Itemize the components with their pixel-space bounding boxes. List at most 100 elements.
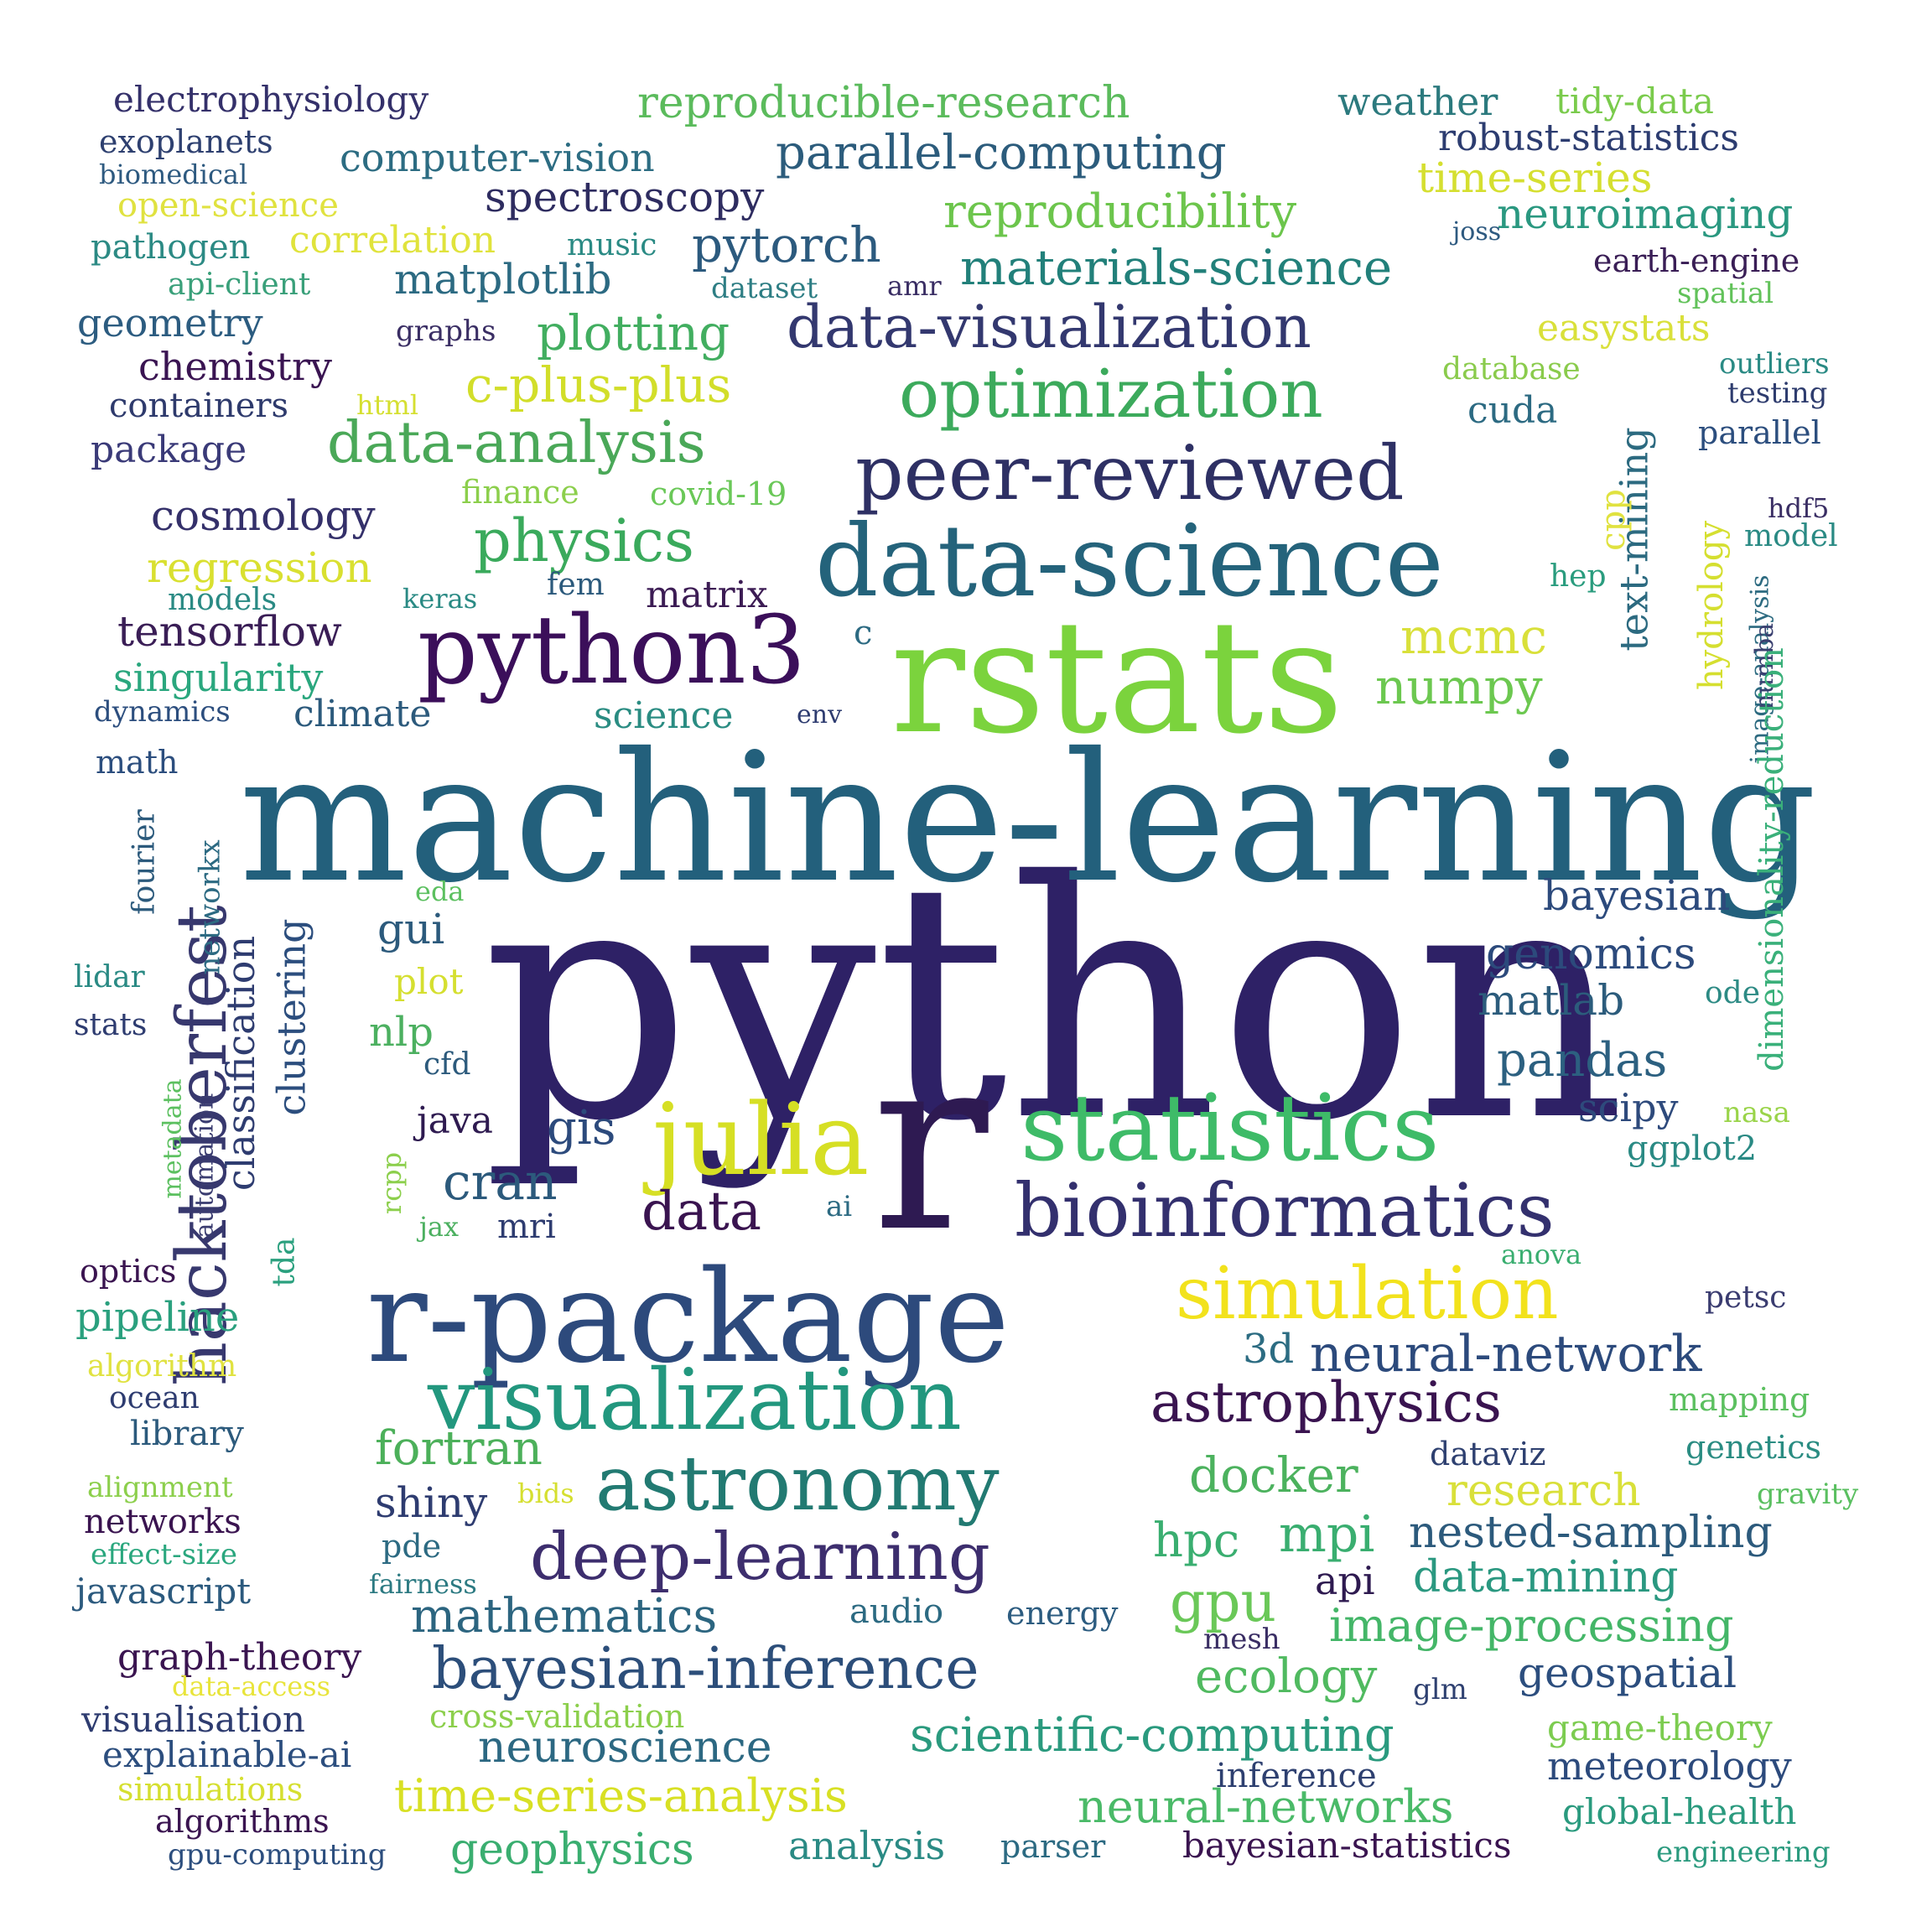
word: networkx [193,839,227,975]
word: parser [1000,1828,1106,1865]
word: javascript [75,1571,252,1612]
word: nested-sampling [1409,1508,1773,1558]
word: java [417,1099,493,1142]
word: lidar [74,960,145,995]
word: nasa [1723,1096,1790,1130]
word: energy [1006,1595,1119,1632]
word: deep-learning [530,1519,990,1595]
word: reproducibility [943,184,1297,239]
word: pytorch [692,216,881,273]
word: meteorology [1547,1743,1792,1789]
word: tidy-data [1555,80,1714,122]
word: hdf5 [1768,492,1830,524]
word: dynamics [94,695,231,729]
word: stats [74,1008,148,1042]
word: pandas [1497,1033,1668,1088]
word: scipy [1578,1085,1679,1130]
word: cross-validation [429,1698,685,1735]
word: finance [461,474,579,511]
word: pathogen [91,228,251,267]
word: regression [147,543,372,592]
word: package [91,428,247,471]
word: python3 [418,596,806,705]
word: c [854,614,873,652]
word: robust-statistics [1438,117,1739,159]
word: covid-19 [650,475,787,512]
word: neural-network [1310,1325,1702,1384]
word: alignment [87,1471,233,1504]
word: audio [849,1592,944,1631]
word: plotting [537,304,730,361]
word: biomedical [99,158,248,190]
word: matlab [1478,976,1625,1025]
word: data-analysis [327,410,706,476]
word: data-science [815,503,1444,619]
word: cuda [1467,389,1558,432]
word: mri [497,1208,556,1246]
word: visualization [428,1351,962,1449]
word: parallel-computing [776,126,1227,180]
word: bayesian [1543,871,1731,920]
word: fairness [369,1568,477,1600]
word: geospatial [1518,1649,1737,1697]
word: scientific-computing [910,1708,1394,1763]
word: mathematics [411,1589,718,1644]
word: ocean [109,1381,200,1415]
word: correlation [289,219,496,262]
word: physics [474,506,694,575]
word: dataviz [1430,1436,1546,1472]
word: simulations [117,1771,304,1808]
word: containers [109,387,289,425]
word: rstats [891,586,1344,768]
word: music [567,228,657,262]
word: models [168,583,278,617]
word: c-plus-plus [465,356,732,413]
word: api-client [168,267,311,302]
word: algorithms [155,1803,330,1840]
word: mapping [1669,1381,1810,1418]
word: chemistry [138,344,333,389]
word: astrophysics [1150,1370,1502,1435]
word: pde [382,1528,442,1565]
word: metadata [158,1078,188,1199]
word: gui [377,905,445,953]
word: python [482,812,1626,1192]
word: julia [652,1082,870,1197]
word: pipeline [75,1294,240,1341]
word: automation [190,1093,220,1239]
word: matplotlib [394,255,612,304]
word: cran [443,1153,558,1212]
word: data [641,1181,761,1243]
word: computer-vision [340,135,655,180]
word: r [872,1003,989,1285]
word: optimization [899,355,1323,433]
word: weather [1337,79,1498,124]
word: fortran [375,1421,543,1476]
word: bids [517,1478,574,1509]
word: gravity [1757,1478,1859,1511]
word: game-theory [1547,1707,1773,1748]
word: parallel [1698,414,1821,451]
word: html [356,389,419,421]
word: jax [419,1211,460,1243]
word: neuroimaging [1497,190,1794,238]
word: global-health [1562,1791,1797,1832]
word: genomics [1486,929,1696,979]
word: image-processing [1329,1599,1734,1652]
word: spectroscopy [485,173,765,221]
word: algorithm [87,1349,237,1384]
word: mpi [1279,1505,1375,1564]
word: machine-learning [239,714,1817,922]
word: time-series [1417,153,1653,202]
word: shiny [375,1478,488,1527]
word: outliers [1719,347,1830,381]
word: gis [547,1101,616,1156]
word: time-series-analysis [394,1769,848,1822]
word: bioinformatics [1015,1167,1555,1254]
word: model [1744,519,1838,553]
word: earth-engine [1593,242,1800,279]
word: electrophysiology [113,79,429,120]
word: hpc [1153,1514,1240,1568]
word: rcpp [376,1151,408,1215]
